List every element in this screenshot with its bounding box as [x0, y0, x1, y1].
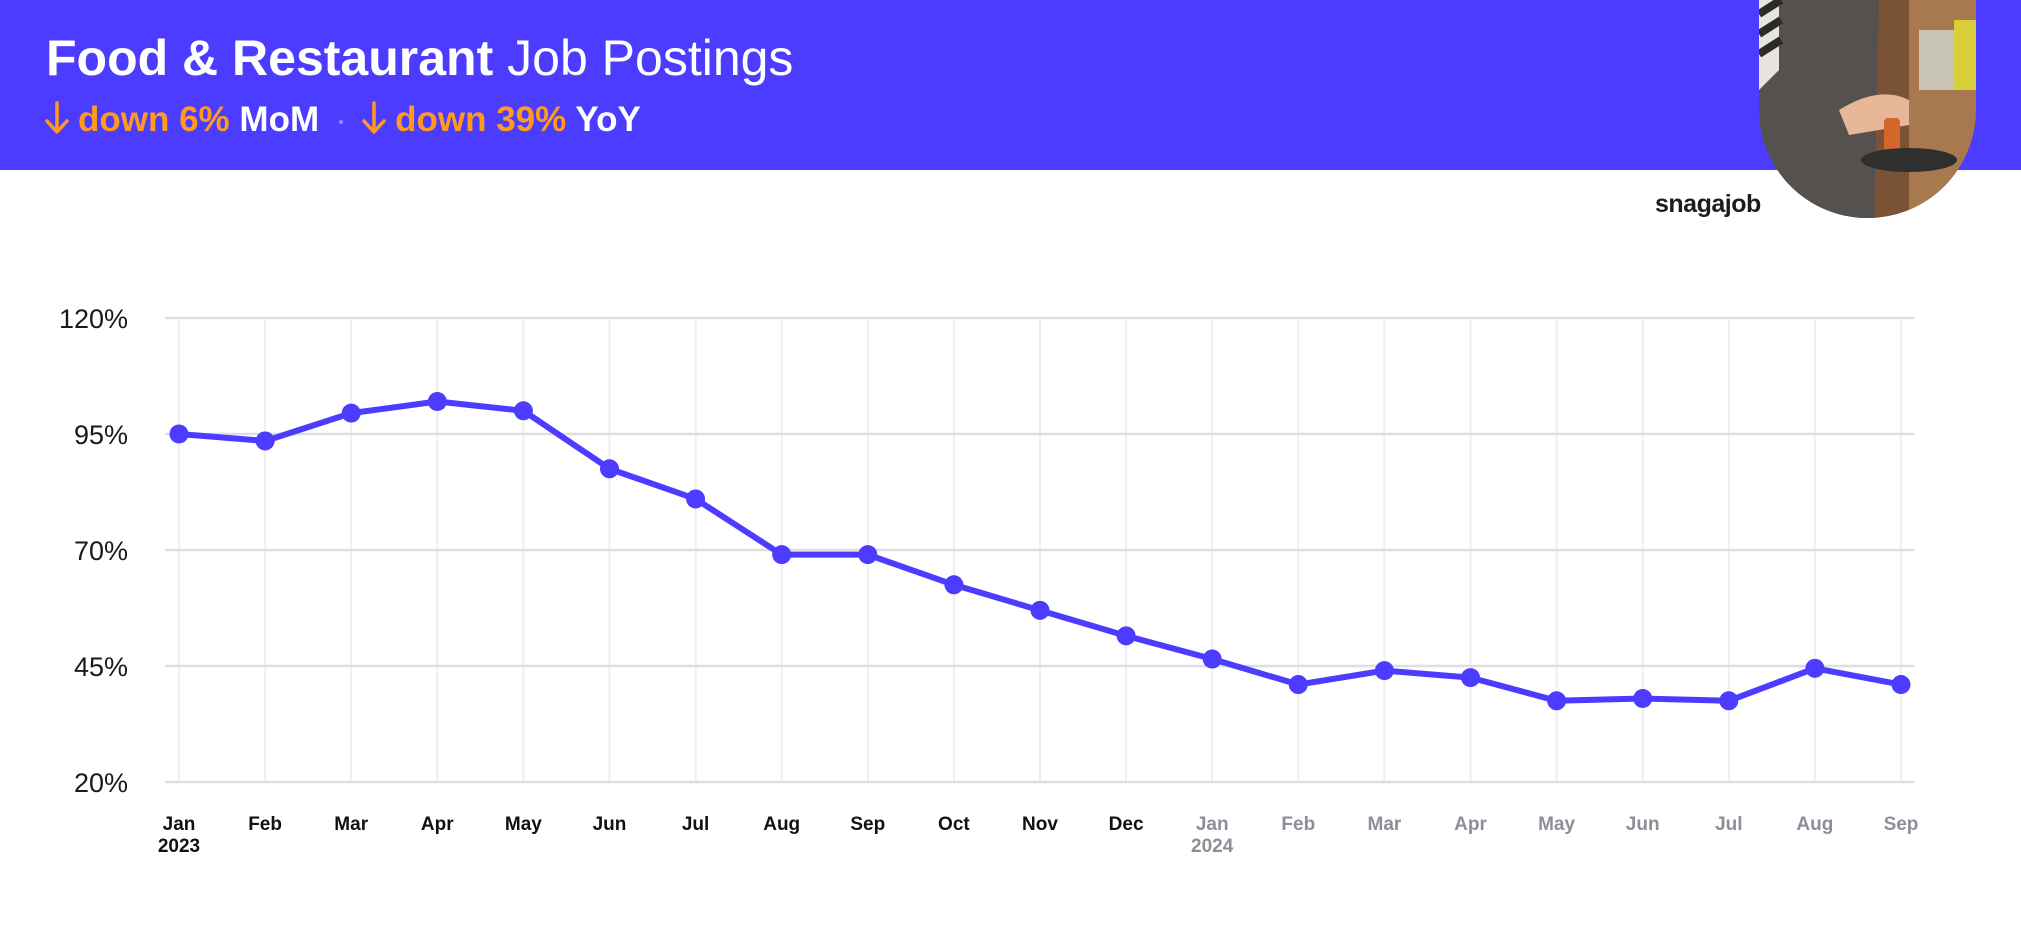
- x-tick-label: Jun: [593, 814, 627, 835]
- x-tick-label: Mar: [1368, 814, 1402, 835]
- x-tick-label: Jan: [1196, 814, 1229, 835]
- x-tick-label: Feb: [248, 814, 282, 835]
- yoy-change: down 39%: [395, 100, 567, 139]
- arrow-down-icon: [45, 101, 69, 134]
- horizontal-gridlines: [165, 316, 1914, 784]
- x-tick-label: Nov: [1022, 814, 1058, 835]
- data-point: [255, 431, 275, 451]
- data-point: [1719, 691, 1739, 711]
- header-banner: Food & Restaurant Job Postings down 6% M…: [0, 0, 2021, 170]
- data-point: [169, 424, 189, 444]
- x-tick-label: May: [1538, 814, 1575, 835]
- data-point: [1202, 649, 1222, 669]
- x-tick-label: Oct: [938, 814, 970, 835]
- data-points: [169, 392, 1911, 711]
- y-tick-label: 70%: [74, 536, 128, 566]
- x-tick-label: Jul: [682, 814, 709, 835]
- data-point: [1116, 626, 1136, 646]
- data-point: [341, 403, 361, 423]
- x-tick-label: Aug: [1796, 814, 1833, 835]
- y-tick-label: 95%: [74, 420, 128, 450]
- mom-label: MoM: [239, 100, 320, 139]
- data-point: [427, 392, 447, 412]
- data-point: [686, 489, 706, 509]
- separator-dot: [339, 119, 344, 124]
- x-tick-label: Jan: [163, 814, 196, 835]
- y-tick-label: 45%: [74, 652, 128, 682]
- x-tick-label: May: [505, 814, 542, 835]
- data-point: [1805, 658, 1825, 678]
- mom-change: down 6%: [78, 100, 230, 139]
- data-point: [1288, 675, 1308, 695]
- x-tick-label: Dec: [1109, 814, 1144, 835]
- x-tick-label: Apr: [1454, 814, 1487, 835]
- restaurant-worker-photo: [1759, 0, 1976, 218]
- arrow-down-icon: [362, 101, 386, 134]
- data-point: [600, 459, 619, 479]
- data-point: [1374, 661, 1394, 681]
- x-tick-label: Jul: [1715, 814, 1742, 835]
- data-point: [1891, 675, 1911, 695]
- x-tick-label: Jun: [1626, 814, 1660, 835]
- y-tick-label: 120%: [59, 304, 128, 334]
- x-tick-year: 2024: [1191, 836, 1234, 857]
- data-point: [513, 401, 533, 421]
- snagajob-logo: snagajob: [1655, 190, 1761, 218]
- yoy-label: YoY: [575, 100, 641, 139]
- y-tick-label: 20%: [74, 768, 128, 798]
- x-tick-year: 2023: [158, 836, 200, 857]
- data-point: [1461, 668, 1480, 688]
- x-tick-label: Sep: [1884, 814, 1919, 835]
- y-axis-ticks: 20% 45% 70% 95% 120%: [59, 304, 128, 798]
- page-title: Food & Restaurant Job Postings: [46, 26, 793, 90]
- data-point: [858, 545, 878, 565]
- title-rest: Job Postings: [507, 30, 794, 86]
- data-point: [1547, 691, 1567, 711]
- title-bold: Food & Restaurant: [46, 30, 494, 86]
- x-tick-label: Mar: [334, 814, 368, 835]
- x-tick-label: Sep: [850, 814, 885, 835]
- x-tick-label: Apr: [421, 814, 454, 835]
- data-point: [772, 545, 792, 565]
- x-tick-label: Aug: [763, 814, 800, 835]
- data-point: [1633, 688, 1653, 708]
- data-point: [944, 575, 964, 595]
- trend-summary: down 6% MoM down 39% YoY: [44, 98, 641, 142]
- data-point: [1030, 600, 1050, 620]
- x-tick-label: Feb: [1281, 814, 1315, 835]
